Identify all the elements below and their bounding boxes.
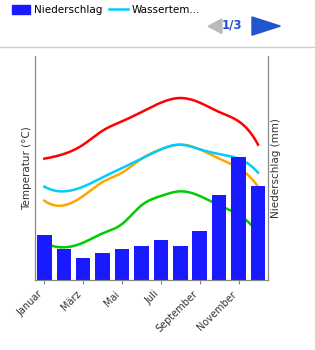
Bar bbox=[192, 231, 207, 280]
Text: 1/3: 1/3 bbox=[221, 19, 242, 32]
Bar bbox=[115, 248, 129, 280]
Y-axis label: Temperatur (°C): Temperatur (°C) bbox=[22, 126, 32, 210]
Polygon shape bbox=[252, 17, 280, 35]
Bar bbox=[251, 186, 265, 280]
Bar bbox=[76, 258, 90, 280]
Bar bbox=[95, 253, 110, 280]
Bar bbox=[231, 157, 246, 280]
Bar bbox=[56, 248, 71, 280]
Bar bbox=[212, 195, 226, 280]
Polygon shape bbox=[208, 19, 222, 34]
Legend: Niederschlag, Wassertem...: Niederschlag, Wassertem... bbox=[12, 5, 200, 15]
Bar bbox=[154, 240, 168, 280]
Bar bbox=[173, 246, 188, 280]
Bar bbox=[134, 246, 149, 280]
Bar bbox=[37, 235, 52, 280]
Y-axis label: Niederschlag (mm): Niederschlag (mm) bbox=[271, 118, 281, 218]
